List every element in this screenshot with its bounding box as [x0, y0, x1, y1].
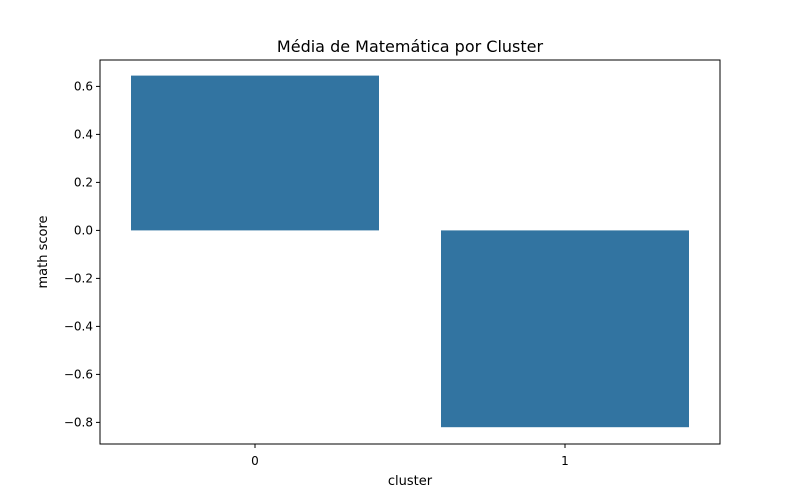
x-tick-label: 0: [251, 454, 259, 468]
bar-cluster-1: [441, 230, 689, 428]
y-tick-label: 0.2: [74, 175, 93, 189]
x-axis-label: cluster: [388, 474, 433, 489]
y-tick-label: 0.0: [74, 223, 93, 237]
bars-group: [131, 75, 689, 428]
y-axis-label: math score: [36, 215, 51, 288]
x-tick-label: 1: [561, 454, 569, 468]
chart-title: Média de Matemática por Cluster: [277, 37, 544, 56]
y-tick-label: 0.6: [74, 79, 93, 93]
y-tick-label: 0.4: [74, 127, 93, 141]
bar-cluster-0: [131, 75, 379, 231]
y-tick-label: −0.2: [64, 271, 93, 285]
plot-frame: [99, 59, 721, 445]
y-tick-label: −0.8: [64, 415, 93, 429]
y-axis: 0.6 0.4 0.2 0.0 −0.2 −0.4 −0.6 −0.8: [64, 79, 100, 429]
y-tick-label: −0.6: [64, 367, 93, 381]
y-tick-label: −0.4: [64, 319, 93, 333]
